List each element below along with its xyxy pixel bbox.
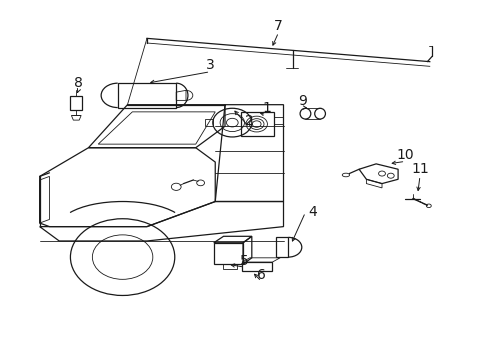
Text: 10: 10	[396, 148, 413, 162]
Text: 3: 3	[205, 58, 214, 72]
Text: 2: 2	[244, 114, 253, 128]
Text: 11: 11	[410, 162, 428, 176]
Bar	[70, 96, 82, 110]
Text: 1: 1	[262, 101, 270, 115]
Text: 5: 5	[240, 254, 248, 268]
Text: 6: 6	[257, 268, 265, 282]
Text: 7: 7	[274, 19, 283, 33]
Text: 4: 4	[308, 205, 317, 219]
Text: 8: 8	[74, 76, 83, 90]
Text: 9: 9	[298, 94, 307, 108]
